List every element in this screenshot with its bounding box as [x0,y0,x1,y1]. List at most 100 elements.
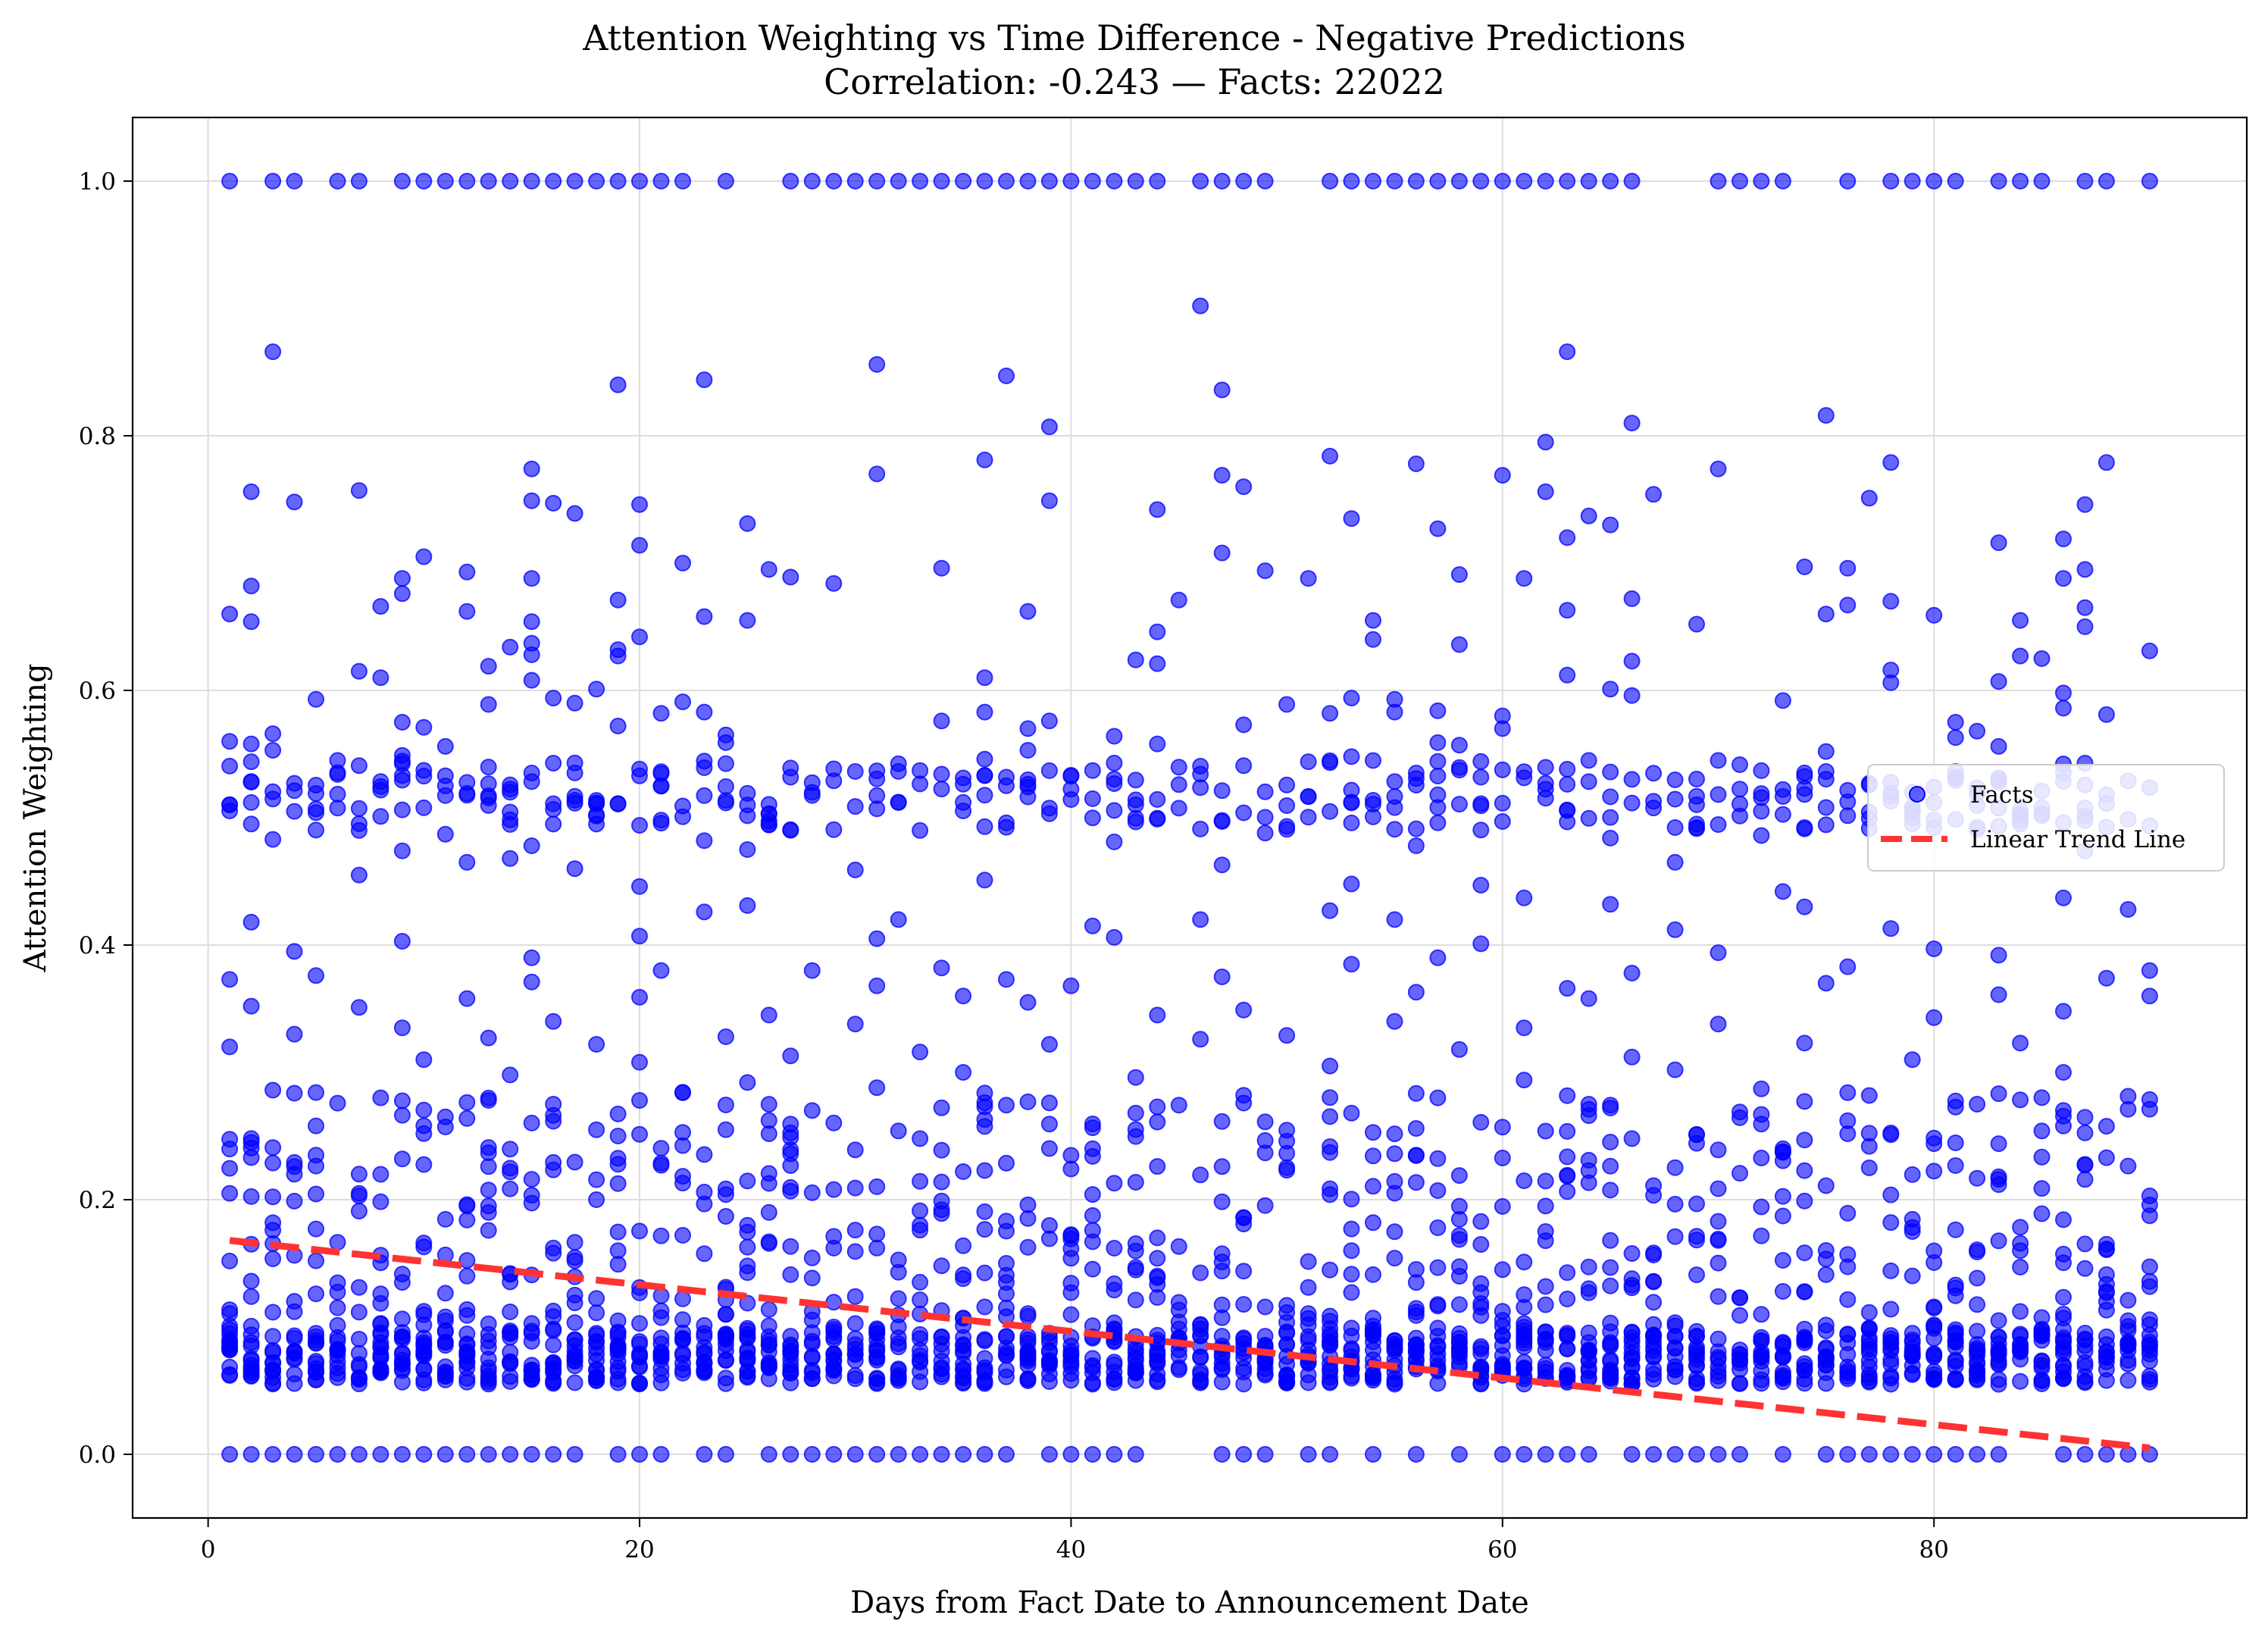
scatter-point [458,1267,476,1285]
scatter-point [1365,1266,1381,1283]
scatter-point [1365,752,1381,769]
scatter-point [1969,722,1986,740]
scatter-point [1645,1273,1663,1291]
scatter-point [1429,753,1447,770]
scatter-point [264,173,282,189]
scatter-point [523,570,540,587]
scatter-point [1472,1236,1490,1253]
scatter-point [912,1130,929,1147]
scatter-point [1817,606,1835,623]
scatter-point [350,662,368,680]
scatter-point [976,451,993,468]
scatter-point [674,1290,691,1307]
scatter-point [1472,1344,1490,1362]
scatter-point [976,1359,993,1376]
scatter-point [502,1446,519,1463]
scatter-point [545,1373,562,1391]
scatter-point [1127,1291,1144,1309]
scatter-point [264,1081,282,1099]
scatter-point [631,173,648,189]
scatter-point [415,1446,433,1463]
scatter-point [609,795,627,812]
scatter-point [739,1172,756,1190]
scatter-point [545,815,562,833]
scatter-point [480,1139,497,1156]
scatter-point [458,1307,476,1324]
scatter-point [1666,1159,1684,1176]
scatter-point [523,646,540,663]
scatter-point [1732,1446,1748,1463]
scatter-point [803,1184,821,1201]
scatter-point [1645,793,1663,810]
scatter-point [760,1235,777,1252]
scatter-point [1472,173,1490,189]
scatter-point [1149,501,1166,518]
scatter-point [415,1051,433,1069]
scatter-point [1365,612,1381,629]
scatter-point [1882,1262,1900,1279]
scatter-point [1580,173,1597,189]
scatter-point [1753,785,1770,803]
scatter-point [933,765,950,783]
scatter-point [1925,1298,1943,1316]
scatter-point [1990,1085,2007,1103]
scatter-point [372,598,389,615]
scatter-point [458,1110,476,1127]
scatter-point [566,1332,583,1349]
scatter-point [1645,1244,1663,1262]
scatter-point [264,343,282,361]
scatter-point [631,1374,648,1391]
scatter-point [1127,1104,1144,1122]
scatter-point [998,1368,1015,1385]
scatter-point [308,1355,324,1372]
scatter-point [1149,1158,1166,1175]
scatter-point [1537,775,1554,792]
scatter-point [631,1446,648,1463]
scatter-point [1343,1319,1360,1337]
scatter-point [1062,1306,1080,1323]
scatter-point [1192,1031,1209,1048]
scatter-point [1817,743,1835,760]
scatter-point [566,1446,583,1463]
scatter-point [1386,1250,1403,1267]
scatter-point [739,807,756,825]
scatter-point [1278,776,1296,793]
scatter-point [825,821,843,838]
scatter-point [609,1223,627,1241]
scatter-point [264,742,282,759]
scatter-point [803,1102,821,1119]
scatter-point [1322,447,1339,465]
scatter-point [933,1446,950,1463]
scatter-point [1450,737,1468,754]
scatter-point [1213,969,1231,985]
scatter-point [480,1158,497,1175]
legend: Facts Linear Trend Line [1867,764,2225,872]
scatter-point [2076,618,2094,635]
scatter-point [1278,1374,1296,1391]
scatter-point [329,1234,346,1251]
scatter-point [1300,1253,1317,1270]
scatter-point [1429,173,1447,189]
scatter-point [480,789,497,806]
scatter-point [1040,1230,1058,1247]
scatter-point [1472,753,1490,770]
scatter-point [458,1094,476,1111]
scatter-point [1860,490,1878,507]
scatter-point [1040,418,1058,436]
scatter-point [652,815,670,832]
scatter-point [1106,1374,1123,1391]
scatter-point [1516,1298,1533,1316]
scatter-point [523,671,540,689]
scatter-point [1127,791,1144,809]
scatter-point [1429,734,1447,751]
scatter-point [1300,1279,1317,1296]
scatter-point [523,460,540,477]
scatter-point [372,1349,389,1366]
scatter-point [933,781,950,798]
scatter-point [1494,467,1511,484]
scatter-point [803,1324,821,1341]
scatter-point [545,1012,562,1030]
scatter-point [1235,173,1253,189]
scatter-point [1925,1446,1943,1463]
